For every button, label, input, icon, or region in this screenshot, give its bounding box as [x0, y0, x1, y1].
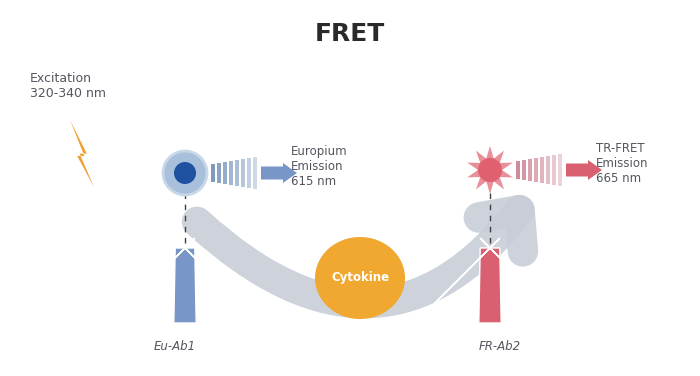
Polygon shape	[479, 248, 501, 323]
Polygon shape	[467, 146, 513, 194]
Bar	[217, 163, 221, 183]
Bar	[552, 155, 556, 185]
FancyArrowPatch shape	[197, 210, 523, 303]
FancyArrow shape	[261, 163, 297, 183]
Circle shape	[174, 162, 196, 184]
Text: Eu-Ab1: Eu-Ab1	[154, 340, 196, 353]
Polygon shape	[174, 248, 196, 323]
Polygon shape	[424, 238, 500, 314]
Polygon shape	[480, 238, 556, 314]
Polygon shape	[70, 120, 94, 187]
Text: Cytokine: Cytokine	[331, 271, 389, 285]
Bar	[241, 159, 245, 187]
Bar	[558, 154, 562, 186]
Text: TR-FRET
Emission
665 nm: TR-FRET Emission 665 nm	[596, 142, 648, 185]
Text: FRET: FRET	[315, 22, 385, 46]
Bar	[211, 164, 215, 182]
Bar	[223, 162, 227, 184]
Polygon shape	[118, 238, 195, 314]
Bar	[540, 157, 544, 183]
Ellipse shape	[315, 237, 405, 319]
Bar	[534, 158, 538, 182]
Text: FR-Ab2: FR-Ab2	[479, 340, 521, 353]
Circle shape	[163, 151, 207, 195]
Bar	[253, 157, 257, 189]
Bar	[546, 156, 550, 184]
Bar	[229, 161, 233, 185]
Bar	[528, 159, 532, 181]
Circle shape	[478, 158, 502, 182]
Bar	[522, 160, 526, 180]
FancyArrow shape	[566, 160, 602, 180]
Bar	[235, 160, 239, 186]
Text: Europium
Emission
615 nm: Europium Emission 615 nm	[291, 145, 348, 188]
Bar	[516, 161, 520, 179]
Bar	[247, 158, 251, 188]
Text: Excitation
320-340 nm: Excitation 320-340 nm	[30, 72, 106, 100]
Polygon shape	[175, 238, 251, 314]
